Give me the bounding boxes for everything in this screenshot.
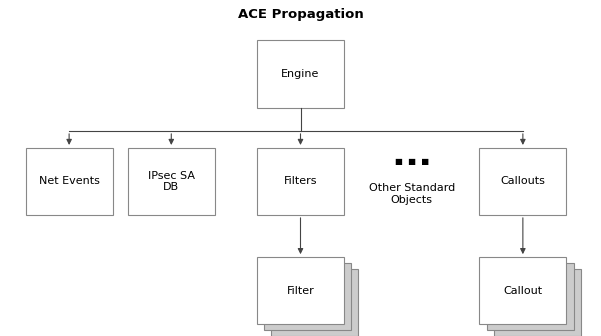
Bar [494, 269, 581, 336]
Text: Net Events: Net Events [38, 176, 100, 186]
Text: Callouts: Callouts [501, 176, 545, 186]
Text: Other Standard
Objects: Other Standard Objects [368, 183, 455, 205]
Bar [257, 257, 344, 324]
Bar [264, 263, 351, 330]
Text: ACE Propagation: ACE Propagation [237, 8, 364, 22]
Text: IPsec SA
DB: IPsec SA DB [148, 171, 195, 192]
Bar [480, 257, 566, 324]
Text: Engine: Engine [281, 69, 320, 79]
Text: Filters: Filters [284, 176, 317, 186]
Text: Callout: Callout [503, 286, 543, 296]
Text: ■  ■  ■: ■ ■ ■ [395, 157, 429, 166]
Bar [272, 269, 358, 336]
Bar [127, 148, 215, 215]
Bar [480, 148, 566, 215]
Bar [257, 148, 344, 215]
Bar [26, 148, 113, 215]
Text: Filter: Filter [287, 286, 314, 296]
Bar [487, 263, 573, 330]
Bar [257, 40, 344, 108]
